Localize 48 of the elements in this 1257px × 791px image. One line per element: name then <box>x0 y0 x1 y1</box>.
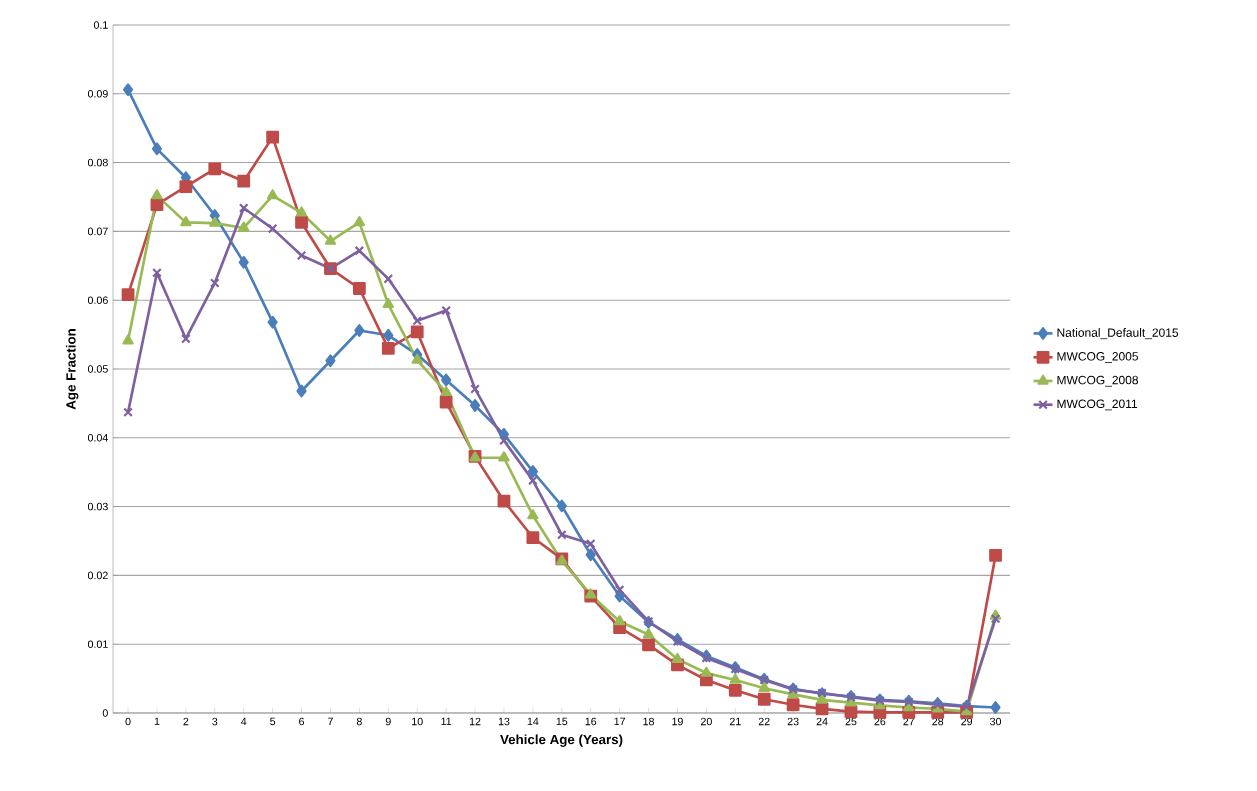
x-tick-label: 7 <box>328 717 333 726</box>
x-axis-title: Vehicle Age (Years) <box>500 734 623 747</box>
x-tick-label: 14 <box>527 717 539 726</box>
x-tick-label: 27 <box>903 717 915 726</box>
y-tick-label: 0.02 <box>87 571 108 580</box>
y-axis-title: Age Fraction <box>65 329 79 410</box>
x-tick-label: 29 <box>961 717 973 726</box>
x-tick-label: 21 <box>729 717 741 726</box>
x-tick-label: 20 <box>700 717 712 726</box>
x-tick-label: 5 <box>270 717 276 726</box>
y-tick-label: 0 <box>102 709 108 717</box>
x-tick-label: 25 <box>845 717 857 726</box>
y-tick-label: 0.06 <box>87 296 108 304</box>
x-tick-label: 18 <box>643 717 654 726</box>
legend-label: National_Default_2015 <box>1057 328 1179 340</box>
x-tick-label: 8 <box>356 717 362 726</box>
legend-label: MWCOG_2011 <box>1057 399 1138 411</box>
x-tick-label: 13 <box>498 717 510 726</box>
x-tick-label: 16 <box>585 717 597 726</box>
x-tick-label: 2 <box>183 717 189 726</box>
x-tick-label: 3 <box>212 717 218 726</box>
x-tick-label: 17 <box>614 717 626 726</box>
x-tick-label: 11 <box>441 717 452 726</box>
x-tick-label: 23 <box>787 717 799 726</box>
x-tick-label: 1 <box>154 717 160 726</box>
x-tick-label: 28 <box>932 717 944 726</box>
legend-label: MWCOG_2005 <box>1057 352 1139 363</box>
y-tick-label: 0.01 <box>87 640 108 648</box>
x-tick-label: 12 <box>469 717 481 726</box>
x-tick-label: 30 <box>990 717 1002 726</box>
x-tick-label: 24 <box>816 717 828 726</box>
x-tick-label: 10 <box>412 717 423 726</box>
x-tick-label: 19 <box>672 717 683 726</box>
y-tick-label: 0.05 <box>87 365 108 373</box>
y-tick-label: 0.04 <box>87 434 108 442</box>
x-tick-label: 4 <box>241 717 247 726</box>
x-tick-label: 15 <box>556 717 568 726</box>
y-tick-label: 0.09 <box>87 90 108 98</box>
y-tick-label: 0.03 <box>87 502 108 511</box>
x-tick-label: 26 <box>874 717 886 726</box>
legend-label: MWCOG_2008 <box>1057 375 1139 387</box>
y-tick-label: 0.07 <box>87 227 108 236</box>
x-tick-label: 9 <box>385 717 391 726</box>
y-tick-label: 0.08 <box>87 158 108 167</box>
y-tick-label: 0.1 <box>93 21 108 29</box>
x-tick-label: 0 <box>125 717 131 726</box>
x-tick-label: 22 <box>758 717 770 726</box>
x-tick-label: 6 <box>299 717 305 726</box>
